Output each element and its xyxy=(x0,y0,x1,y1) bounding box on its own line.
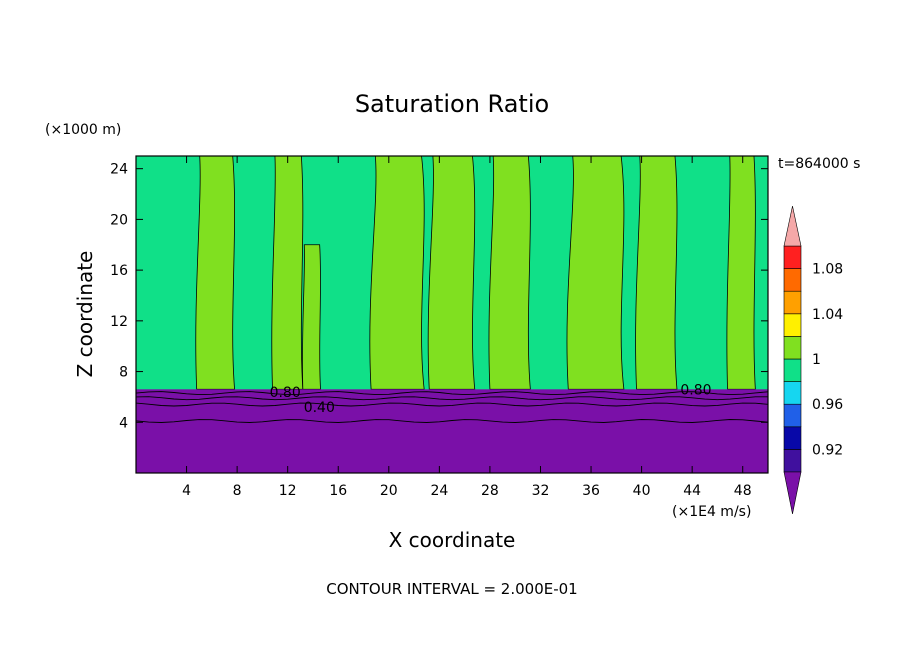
plume-region-5 xyxy=(488,156,531,390)
contour-interval-footer: CONTOUR INTERVAL = 2.000E-01 xyxy=(326,580,577,598)
contour-line-0 xyxy=(136,391,768,396)
colorbar-swatch-7 xyxy=(783,290,802,315)
contour-label-1: 0.40 xyxy=(304,400,335,416)
plot-frame xyxy=(135,155,769,474)
x-tick-label-2: 12 xyxy=(279,483,297,499)
y-tick-label-4: 20 xyxy=(110,212,128,228)
plume-region-3 xyxy=(369,156,425,390)
colorbar-swatch-9 xyxy=(783,245,802,269)
lower-layer-region xyxy=(136,389,768,473)
colorbar-swatch-1 xyxy=(783,426,802,450)
plume-region-8 xyxy=(726,156,756,390)
x-tick-label-3: 16 xyxy=(329,483,347,499)
y-axis: 4 8 12 16 20 24 xyxy=(110,162,768,431)
x-tick-label-8: 36 xyxy=(582,483,600,499)
contour-line-3 xyxy=(136,419,768,423)
chart-title: Saturation Ratio xyxy=(355,90,549,118)
x-tick-label-1: 8 xyxy=(233,483,242,499)
y-tick-label-1: 8 xyxy=(119,365,128,381)
contour-label-0: 0.80 xyxy=(270,385,301,401)
colorbar: 1.08 1.04 1 0.96 0.92 xyxy=(783,205,843,515)
colorbar-over-arrow xyxy=(783,205,802,247)
x-tick-label-5: 24 xyxy=(430,483,448,499)
x-axis-label: X coordinate xyxy=(389,528,516,552)
x-tick-label-7: 32 xyxy=(532,483,550,499)
plume-region-4 xyxy=(427,156,476,390)
colorbar-tick-label-2: 1 xyxy=(812,352,821,368)
colorbar-swatch-8 xyxy=(783,268,802,292)
plume-region-1 xyxy=(271,156,304,390)
x-tick-label-4: 20 xyxy=(380,483,398,499)
colorbar-tick-label-3: 0.96 xyxy=(812,397,843,413)
x-tick-label-9: 40 xyxy=(633,483,651,499)
plume-region-6 xyxy=(566,156,625,390)
y-tick-label-3: 16 xyxy=(110,263,128,279)
colorbar-swatch-5 xyxy=(783,336,802,360)
y-tick-label-2: 12 xyxy=(110,314,128,330)
y-axis-label: Z coordinate xyxy=(73,251,97,378)
time-label: t=864000 s xyxy=(778,156,860,172)
colorbar-under-arrow xyxy=(783,471,802,515)
y-tick-label-5: 24 xyxy=(110,162,128,178)
colorbar-tick-label-4: 0.92 xyxy=(812,442,843,458)
contour-label-2: 0.80 xyxy=(680,382,711,398)
x-tick-label-10: 44 xyxy=(683,483,701,499)
plume-region-7 xyxy=(635,156,678,390)
y-unit-label: (×1000 m) xyxy=(45,122,121,138)
contour-line-1 xyxy=(136,396,768,401)
x-tick-label-0: 4 xyxy=(182,483,191,499)
colorbar-swatch-0 xyxy=(783,449,802,473)
colorbar-tick-label-0: 1.08 xyxy=(812,262,843,278)
y-tick-label-0: 4 xyxy=(119,415,128,431)
x-axis: 4 8 12 16 20 24 28 32 36 40 44 48 xyxy=(182,156,752,499)
x-tick-label-6: 28 xyxy=(481,483,499,499)
x-unit-label: (×1E4 m/s) xyxy=(672,504,751,520)
plot-area: 0.800.400.80 xyxy=(136,156,768,473)
colorbar-swatch-2 xyxy=(783,403,802,428)
plume-region-0 xyxy=(195,156,236,390)
colorbar-swatch-6 xyxy=(783,313,802,337)
colorbar-swatch-3 xyxy=(783,381,802,405)
plume-region-2 xyxy=(302,244,321,390)
x-tick-label-11: 48 xyxy=(734,483,752,499)
colorbar-swatch-4 xyxy=(783,358,802,382)
colorbar-tick-label-1: 1.04 xyxy=(812,307,843,323)
contour-line-2 xyxy=(136,402,768,407)
